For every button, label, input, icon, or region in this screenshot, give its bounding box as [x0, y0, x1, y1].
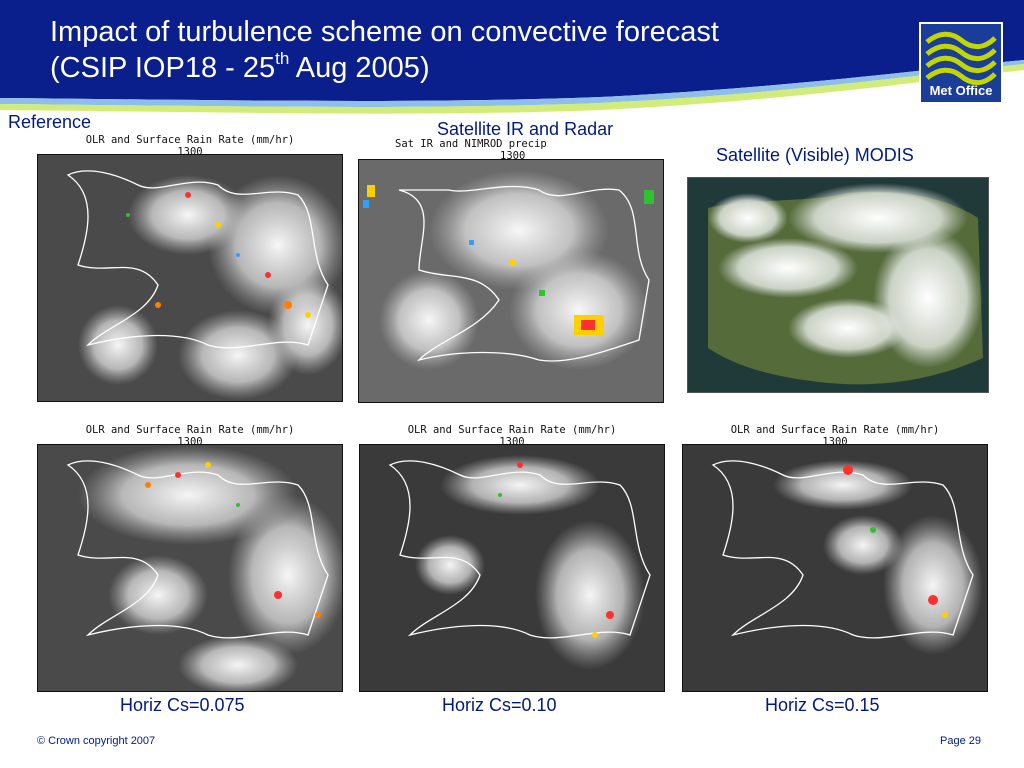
title-line-1: Impact of turbulence scheme on convectiv…	[50, 16, 719, 48]
satellite-radar-map-image	[359, 160, 663, 402]
title-superscript: th	[275, 49, 290, 69]
cs010-plot-title-text: OLR and Surface Rain Rate (mm/hr)	[407, 424, 617, 436]
reference-caption: Reference	[8, 112, 92, 132]
header-band: Impact of turbulence scheme on convectiv…	[0, 0, 1024, 125]
page-number: Page 29	[940, 735, 981, 747]
cs0075-plot-title-text: OLR and Surface Rain Rate (mm/hr)	[85, 424, 295, 436]
met-office-logo: Met Office	[919, 22, 1003, 104]
reference-map-image	[38, 155, 342, 401]
cs010-map	[359, 444, 665, 692]
cs015-plot-title-text: OLR and Surface Rain Rate (mm/hr)	[730, 424, 940, 436]
copyright-footer: © Crown copyright 2007	[37, 735, 156, 747]
modis-map	[687, 177, 989, 393]
slide-title: Impact of turbulence scheme on convectiv…	[50, 14, 719, 86]
satellite-radar-map	[358, 159, 664, 403]
modis-map-image	[688, 178, 988, 392]
satellite-radar-caption: Satellite IR and Radar	[437, 119, 614, 139]
cs015-map	[682, 444, 988, 692]
title-line-2-start: (CSIP IOP18 - 25	[50, 52, 276, 84]
satellite-radar-plot-title-text: Sat IR and NIMROD precip	[395, 138, 547, 150]
cs010-caption: Horiz Cs=0.10	[442, 695, 557, 715]
cs010-map-image	[360, 445, 664, 691]
reference-map	[37, 154, 343, 402]
logo-waves-icon	[925, 31, 997, 85]
reference-plot-title-text: OLR and Surface Rain Rate (mm/hr)	[85, 134, 295, 146]
logo-text: Met Office	[929, 83, 993, 98]
cs0075-map	[37, 444, 343, 692]
title-line-2-end: Aug 2005)	[289, 52, 430, 84]
cs0075-map-image	[38, 445, 342, 691]
title-line-2: (CSIP IOP18 - 25th Aug 2005)	[50, 50, 719, 86]
cs015-caption: Horiz Cs=0.15	[765, 695, 880, 715]
header-wave-graphic	[0, 0, 1024, 114]
cs015-map-image	[683, 445, 987, 691]
modis-caption: Satellite (Visible) MODIS	[716, 145, 914, 165]
cs0075-caption: Horiz Cs=0.075	[120, 695, 245, 715]
